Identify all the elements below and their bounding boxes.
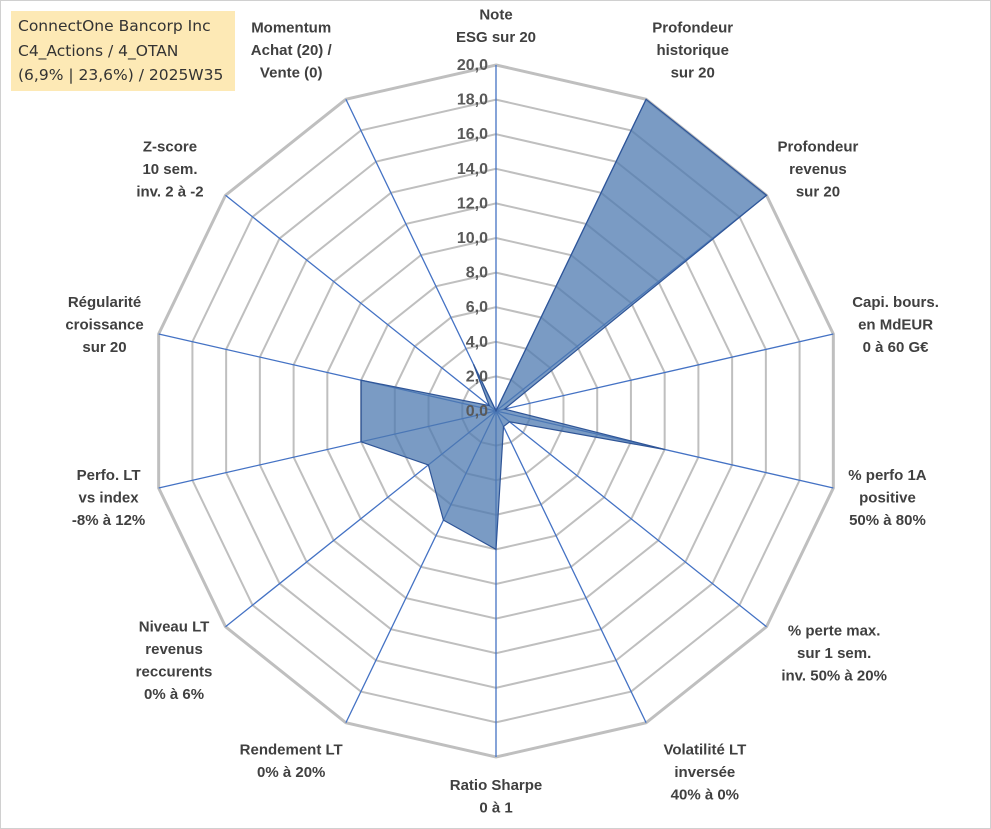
axis-spoke-7 <box>495 410 647 724</box>
axis-label-3: Profondeur revenus sur 20 <box>778 138 859 200</box>
axis-label-line: croissance <box>65 317 143 334</box>
axis-label-line: revenus <box>145 641 203 658</box>
title-line-3: (6,9% | 23,6%) / 2025W35 <box>18 66 224 84</box>
axis-label-line: 40% à 0% <box>671 786 739 803</box>
radial-tick-label: 14,0 <box>457 161 488 178</box>
chart-title-box: ConnectOne Bancorp Inc C4_Actions / 4_OT… <box>11 11 235 91</box>
data-area <box>360 98 768 551</box>
axis-label-line: revenus <box>789 161 847 178</box>
axis-label-line: -8% à 12% <box>72 512 145 529</box>
title-line-1: ConnectOne Bancorp Inc <box>18 17 211 35</box>
axis-label-line: Niveau LT <box>139 618 210 635</box>
axis-label-line: Achat (20) / <box>251 42 333 59</box>
axis-spoke-6 <box>495 410 767 628</box>
axis-label-line: Momentum <box>251 20 331 37</box>
axis-label-13: Z-score 10 sem. inv. 2 à -2 <box>136 138 203 200</box>
axis-label-line: Profondeur <box>778 138 859 155</box>
axis-label-14: Momentum Achat (20) / Vente (0) <box>251 20 333 82</box>
axis-label-10: Niveau LT revenus reccurents 0% à 6% <box>136 618 213 703</box>
axis-label-4: Capi. bours. en MdEUR 0 à 60 G€ <box>852 294 939 356</box>
axis-label-8: Ratio Sharpe 0 à 1 <box>450 777 543 817</box>
radial-tick-label: 6,0 <box>466 299 488 316</box>
axis-label-1: Note ESG sur 20 <box>456 7 536 47</box>
axis-label-line: vs index <box>79 489 140 506</box>
radial-tick-label: 2,0 <box>466 368 488 385</box>
axis-label-line: Régularité <box>68 294 141 311</box>
axis-label-line: Z-score <box>143 138 197 155</box>
axis-label-line: Profondeur <box>652 20 733 37</box>
axis-label-2: Profondeur historique sur 20 <box>652 20 733 82</box>
radial-tick-label: 18,0 <box>457 92 488 109</box>
axis-label-11: Perfo. LT vs index -8% à 12% <box>72 467 145 529</box>
axis-label-line: sur 1 sem. <box>797 645 871 662</box>
axis-label-line: 0% à 6% <box>144 686 204 703</box>
radial-tick-label: 0,0 <box>466 403 488 420</box>
axis-label-line: % perfo 1A <box>848 467 927 484</box>
radial-tick-label: 12,0 <box>457 195 488 212</box>
axis-label-line: % perte max. <box>788 623 881 640</box>
radial-tick-label: 8,0 <box>466 265 488 282</box>
radial-tick-label: 4,0 <box>466 334 488 351</box>
axis-label-6: % perte max. sur 1 sem. inv. 50% à 20% <box>781 623 887 685</box>
axis-label-line: Capi. bours. <box>852 294 939 311</box>
axis-label-line: positive <box>859 489 916 506</box>
axis-label-line: Note <box>479 7 512 24</box>
axis-spoke-14 <box>345 98 497 412</box>
axis-label-line: 0% à 20% <box>257 764 325 781</box>
axis-label-line: historique <box>656 42 729 59</box>
axis-label-7: Volatilité LT inversée 40% à 0% <box>663 741 746 803</box>
radial-tick-label: 10,0 <box>457 230 488 247</box>
axis-label-9: Rendement LT 0% à 20% <box>240 741 343 781</box>
axis-label-line: Volatilité LT <box>663 741 746 758</box>
axis-label-12: Régularité croissance sur 20 <box>65 294 143 356</box>
axis-label-line: 50% à 80% <box>849 512 926 529</box>
radial-tick-label: 20,0 <box>457 57 488 74</box>
axis-label-line: sur 20 <box>671 65 715 82</box>
axis-label-line: Perfo. LT <box>77 467 141 484</box>
axis-label-line: reccurents <box>136 663 213 680</box>
axis-label-line: en MdEUR <box>858 317 933 334</box>
axis-label-line: ESG sur 20 <box>456 29 536 46</box>
radial-tick-label: 16,0 <box>457 126 488 143</box>
axis-label-line: Rendement LT <box>240 741 343 758</box>
axis-label-line: Vente (0) <box>260 65 323 82</box>
axis-label-line: inv. 50% à 20% <box>781 668 887 685</box>
axis-label-line: 0 à 1 <box>479 800 512 817</box>
axis-label-line: inversée <box>674 764 735 781</box>
axis-label-line: inv. 2 à -2 <box>136 183 203 200</box>
axis-label-line: sur 20 <box>796 183 840 200</box>
axis-label-line: 0 à 60 G€ <box>863 339 930 356</box>
axis-label-line: 10 sem. <box>142 161 197 178</box>
axis-spoke-13 <box>225 194 497 412</box>
axis-spoke-4 <box>495 333 834 412</box>
axis-label-line: sur 20 <box>82 339 126 356</box>
axis-label-5: % perfo 1A positive 50% à 80% <box>848 467 927 529</box>
axis-label-line: Ratio Sharpe <box>450 777 543 794</box>
title-line-2: C4_Actions / 4_OTAN <box>18 41 179 60</box>
